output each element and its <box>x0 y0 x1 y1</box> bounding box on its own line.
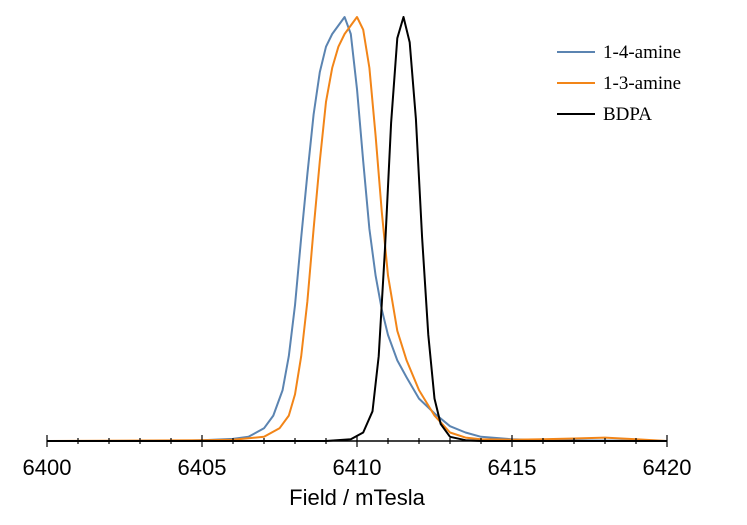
legend-label: 1-3-amine <box>603 73 681 94</box>
x-tick-label: 6405 <box>178 455 227 480</box>
series-line-bdpa <box>47 16 667 442</box>
x-tick-label: 6410 <box>333 455 382 480</box>
series-line-1-3-amine <box>46 16 668 442</box>
x-axis-title: Field / mTesla <box>289 485 425 510</box>
plot-lines <box>46 16 668 442</box>
legend: 1-4-amine 1-3-amine BDPA <box>557 42 681 125</box>
legend-label: BDPA <box>603 104 652 125</box>
x-tick-label: 6420 <box>643 455 692 480</box>
x-tick-label: 6415 <box>488 455 537 480</box>
x-ticks <box>46 435 668 447</box>
x-tick-label: 6400 <box>23 455 72 480</box>
x-tick-labels: 6400 6405 6410 6415 6420 <box>23 455 692 480</box>
series-line-1-4-amine <box>47 16 668 442</box>
legend-label: 1-4-amine <box>603 42 681 63</box>
